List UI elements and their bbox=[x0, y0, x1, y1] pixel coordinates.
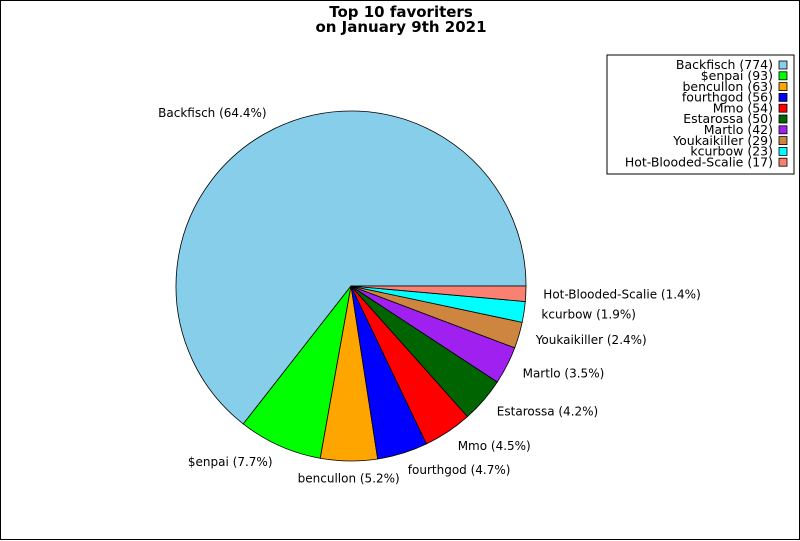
legend-swatch-kcurbow bbox=[778, 146, 788, 156]
legend-label-enpai: $enpai (93) bbox=[701, 68, 773, 83]
legend: Backfisch (774)$enpai (93)bencullon (63)… bbox=[606, 54, 795, 175]
slice-label-mmo: Mmo (4.5%) bbox=[458, 439, 531, 453]
slice-label-backfisch: Backfisch (64.4%) bbox=[158, 106, 266, 120]
legend-swatch-bencullon bbox=[778, 82, 788, 91]
legend-swatch-youkaikiller bbox=[778, 136, 788, 146]
legend-swatch-estarossa bbox=[778, 114, 788, 124]
legend-label-estarossa: Estarossa (50) bbox=[683, 111, 773, 126]
legend-swatch-backfisch bbox=[778, 60, 788, 70]
legend-label-kcurbow: kcurbow (23) bbox=[690, 144, 773, 159]
legend-swatch-fourthgod bbox=[778, 93, 788, 102]
slice-labels: Backfisch (64.4%) $enpai (7.7%) bencullon … bbox=[158, 106, 701, 486]
legend-label-youkaikiller: Youkaikiller (29) bbox=[672, 133, 773, 148]
chart-title-line-2: on January 9th 2021 bbox=[315, 18, 486, 36]
slice-label-enpai: $enpai (7.7%) bbox=[188, 455, 273, 469]
legend-swatch-enpai bbox=[778, 71, 788, 81]
slice-label-youkaikiller: Youkaikiller (2.4%) bbox=[535, 333, 647, 347]
legend-swatch-hot-blooded-scalie bbox=[778, 157, 788, 167]
legend-label-fourthgod: fourthgod (56) bbox=[682, 90, 773, 105]
legend-label-bencullon: bencullon (63) bbox=[683, 79, 774, 94]
pie-slice-hot-blooded-scalie bbox=[350, 285, 527, 302]
chart-title-line-1: Top 10 favoriters bbox=[329, 3, 473, 21]
slice-label-estarossa: Estarossa (4.2%) bbox=[497, 405, 598, 419]
slice-label-bencullon: bencullon (5.2%) bbox=[298, 472, 400, 486]
legend-label-martlo: Martlo (42) bbox=[704, 122, 773, 137]
legend-label-mmo: Mmo (54) bbox=[713, 100, 773, 115]
legend-label-backfisch: Backfisch (774) bbox=[676, 57, 773, 72]
legend-box bbox=[606, 54, 795, 175]
legend-swatch-mmo bbox=[778, 103, 788, 113]
legend-label-hot-blooded-scalie: Hot-Blooded-Scalie (17) bbox=[625, 154, 773, 169]
pie-slice-backfisch bbox=[175, 110, 527, 425]
slice-label-martlo: Martlo (3.5%) bbox=[523, 366, 605, 380]
legend-swatch-martlo bbox=[778, 125, 788, 135]
slice-label-kcurbow: kcurbow (1.9%) bbox=[541, 308, 636, 322]
slice-label-hot-blooded-scalie: Hot-Blooded-Scalie (1.4%) bbox=[543, 288, 700, 302]
pie-slices bbox=[175, 110, 527, 462]
slice-label-fourthgod: fourthgod (4.7%) bbox=[408, 463, 511, 477]
